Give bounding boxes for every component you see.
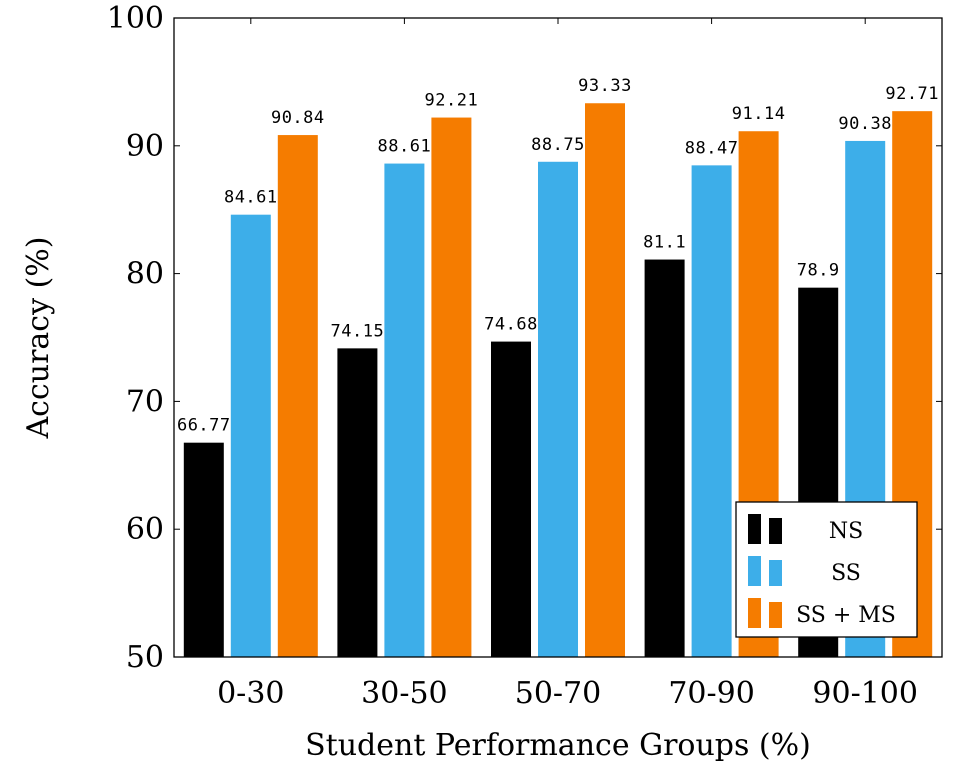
legend: NS SS SS + MS <box>735 501 918 638</box>
data-label: 66.77 <box>177 416 231 436</box>
data-labels: 66.77 84.61 90.84 74.15 88.61 92.21 74.68 88.75… <box>177 76 939 435</box>
bar-ns-50-70 <box>491 341 531 657</box>
x-tick-label: 0-30 <box>217 676 284 711</box>
legend-swatch <box>769 518 782 544</box>
bar-ns-30-50 <box>337 348 378 657</box>
data-label: 74.68 <box>484 315 538 335</box>
legend-swatch <box>769 602 782 628</box>
legend-swatch <box>748 556 761 586</box>
y-tick-label: 60 <box>126 512 164 547</box>
data-label: 81.1 <box>643 233 686 253</box>
plot-frame <box>173 17 943 658</box>
x-tick-label: 90-100 <box>812 676 918 711</box>
data-label: 84.61 <box>224 188 278 208</box>
data-label: 74.15 <box>331 321 385 341</box>
data-label: 88.61 <box>378 137 432 157</box>
bar-ss-ms-50-70 <box>585 103 625 657</box>
data-label: 90.84 <box>271 108 325 128</box>
bar-ss-30-50 <box>384 163 425 657</box>
bar-ss-70-90 <box>691 165 732 657</box>
bar-ss-0-30 <box>230 214 271 657</box>
x-tick-label: 50-70 <box>515 676 601 711</box>
x-tick-label: 70-90 <box>668 676 754 711</box>
y-tick-label: 50 <box>126 640 164 675</box>
data-label: 88.47 <box>685 138 739 158</box>
bar-ns-0-30 <box>183 442 224 657</box>
legend-swatch <box>769 560 782 586</box>
data-label: 88.75 <box>531 135 585 155</box>
data-label: 90.38 <box>838 114 892 134</box>
y-tick-label: 100 <box>107 1 164 36</box>
bar-ss-50-70 <box>538 161 578 657</box>
y-axis-title: Accuracy (%) <box>21 236 56 439</box>
bar-ns-70-90 <box>644 259 685 657</box>
bar-ss-ms-30-50 <box>431 117 472 657</box>
legend-swatch <box>748 598 761 628</box>
data-label: 92.71 <box>885 84 939 104</box>
x-tick-label: 30-50 <box>361 676 447 711</box>
y-tick-label: 70 <box>126 384 164 419</box>
y-tick-label: 90 <box>126 129 164 164</box>
legend-swatch <box>748 514 761 544</box>
legend-box <box>735 501 918 638</box>
legend-label: NS <box>829 519 863 544</box>
data-label: 78.9 <box>797 261 840 281</box>
data-label: 93.33 <box>578 76 632 96</box>
x-axis-title: Student Performance Groups (%) <box>305 728 811 763</box>
axes: 50 60 70 80 90 100 0-30 30-50 50-70 70-90 90-100 <box>107 1 942 711</box>
bar-ss-ms-0-30 <box>277 135 318 657</box>
y-tick-label: 80 <box>126 257 164 292</box>
data-label: 92.21 <box>425 91 479 111</box>
legend-label: SS + MS <box>796 603 896 628</box>
data-label: 91.14 <box>732 104 786 124</box>
legend-label: SS <box>831 561 861 586</box>
